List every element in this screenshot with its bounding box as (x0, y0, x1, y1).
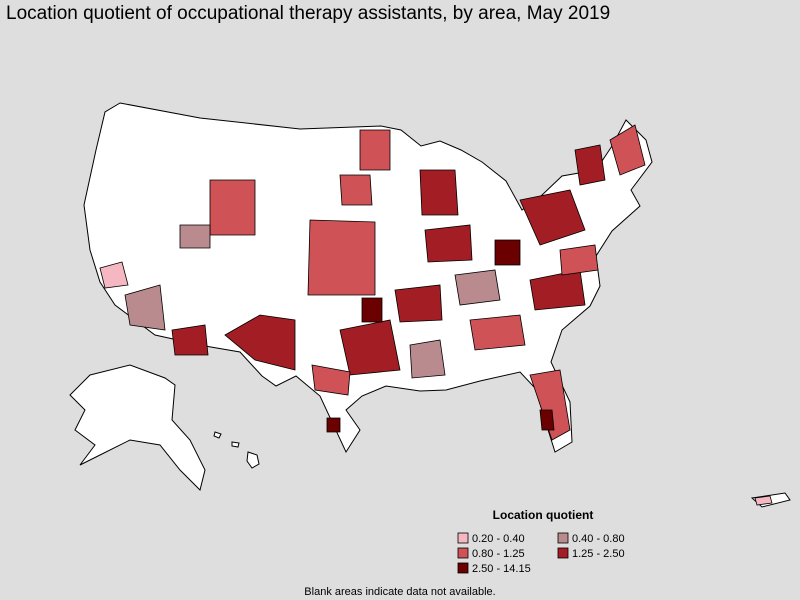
area (394, 284, 443, 323)
area (361, 297, 383, 323)
area (326, 417, 341, 433)
legend-label: 0.20 - 0.40 (472, 533, 525, 545)
area (469, 314, 526, 351)
area (339, 174, 373, 206)
legend-swatch (557, 547, 569, 559)
legend: Location quotient 0.20 - 0.40 0.40 - 0.80… (457, 508, 625, 575)
hawaii (213, 431, 260, 469)
legend-swatch (457, 562, 469, 574)
area (359, 129, 391, 171)
area (171, 324, 209, 356)
legend-label: 2.50 - 14.15 (472, 563, 531, 575)
area (311, 364, 351, 396)
area (754, 495, 773, 506)
legend-title: Location quotient (493, 508, 594, 522)
areas (99, 124, 773, 506)
map-title: Location quotient of occupational therap… (6, 3, 610, 24)
area (609, 124, 646, 176)
area (339, 319, 401, 376)
area (519, 189, 586, 246)
area (99, 261, 129, 289)
area (209, 179, 256, 236)
area (224, 314, 296, 371)
area (424, 224, 473, 263)
legend-swatch (457, 532, 469, 544)
area (179, 224, 211, 249)
legend-label: 0.80 - 1.25 (472, 548, 525, 560)
footnote: Blank areas indicate data not available. (304, 586, 495, 598)
area (454, 269, 501, 306)
legend-swatch (457, 547, 469, 559)
area (409, 339, 446, 379)
legend-label: 0.40 - 0.80 (572, 533, 625, 545)
area (539, 409, 555, 431)
map (69, 102, 791, 508)
alaska (69, 364, 206, 491)
area (574, 144, 606, 186)
area (124, 284, 166, 331)
area (419, 169, 459, 216)
area (559, 244, 599, 276)
legend-label: 1.25 - 2.50 (572, 548, 625, 560)
area (494, 239, 521, 266)
legend-swatch (557, 532, 569, 544)
area (307, 219, 376, 296)
